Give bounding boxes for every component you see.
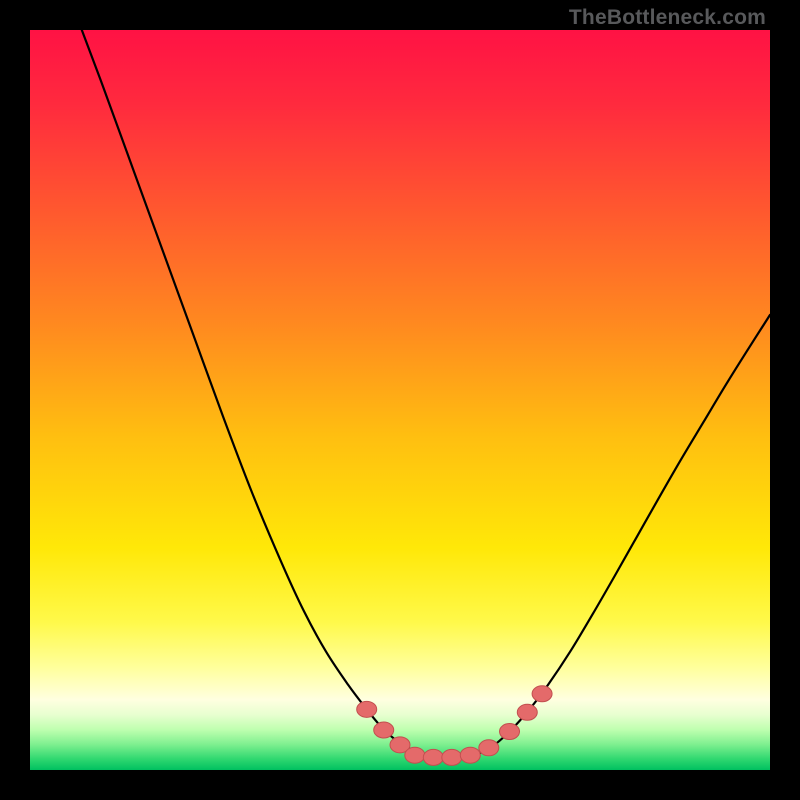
curve-left	[82, 30, 456, 758]
curve-right	[456, 315, 771, 758]
watermark-text: TheBottleneck.com	[569, 6, 766, 30]
chart-frame: TheBottleneck.com	[0, 0, 800, 800]
curves-layer	[30, 30, 770, 770]
curve-marker	[374, 722, 394, 738]
curve-marker	[479, 740, 499, 756]
curve-marker	[423, 749, 443, 765]
curve-marker	[500, 724, 520, 740]
curve-marker	[405, 747, 425, 763]
curve-marker	[442, 749, 462, 765]
curve-marker	[357, 701, 377, 717]
curve-marker	[517, 704, 537, 720]
plot-area	[30, 30, 770, 770]
curve-marker	[532, 686, 552, 702]
marker-group	[357, 686, 552, 766]
curve-marker	[460, 747, 480, 763]
